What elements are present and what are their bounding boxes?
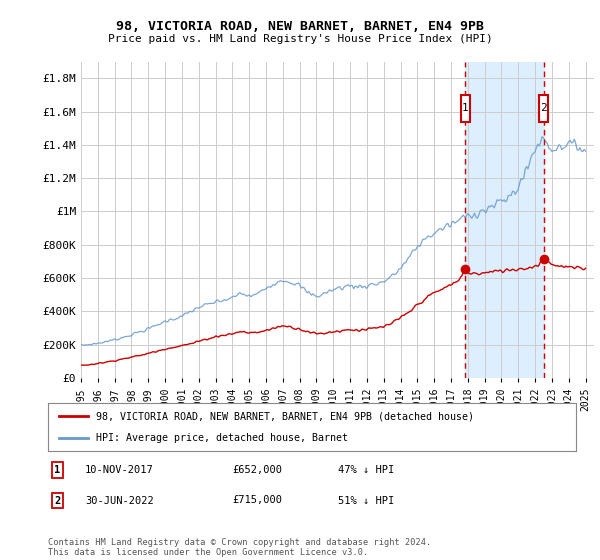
Text: 10-NOV-2017: 10-NOV-2017: [85, 465, 154, 475]
Text: 2: 2: [540, 103, 547, 113]
Text: 51% ↓ HPI: 51% ↓ HPI: [338, 496, 395, 506]
Text: Price paid vs. HM Land Registry's House Price Index (HPI): Price paid vs. HM Land Registry's House …: [107, 34, 493, 44]
Text: 2: 2: [55, 496, 61, 506]
Bar: [466, 62, 544, 378]
FancyBboxPatch shape: [539, 95, 548, 122]
FancyBboxPatch shape: [461, 95, 470, 122]
Text: 98, VICTORIA ROAD, NEW BARNET, BARNET, EN4 9PB: 98, VICTORIA ROAD, NEW BARNET, BARNET, E…: [116, 20, 484, 32]
Text: HPI: Average price, detached house, Barnet: HPI: Average price, detached house, Barn…: [95, 433, 347, 443]
Text: 47% ↓ HPI: 47% ↓ HPI: [338, 465, 395, 475]
Text: 1: 1: [55, 465, 61, 475]
Text: 98, VICTORIA ROAD, NEW BARNET, BARNET, EN4 9PB (detached house): 98, VICTORIA ROAD, NEW BARNET, BARNET, E…: [95, 411, 473, 421]
Text: Contains HM Land Registry data © Crown copyright and database right 2024.
This d: Contains HM Land Registry data © Crown c…: [48, 538, 431, 557]
Text: £652,000: £652,000: [233, 465, 283, 475]
Text: 1: 1: [462, 103, 469, 113]
Text: 30-JUN-2022: 30-JUN-2022: [85, 496, 154, 506]
Text: £715,000: £715,000: [233, 496, 283, 506]
